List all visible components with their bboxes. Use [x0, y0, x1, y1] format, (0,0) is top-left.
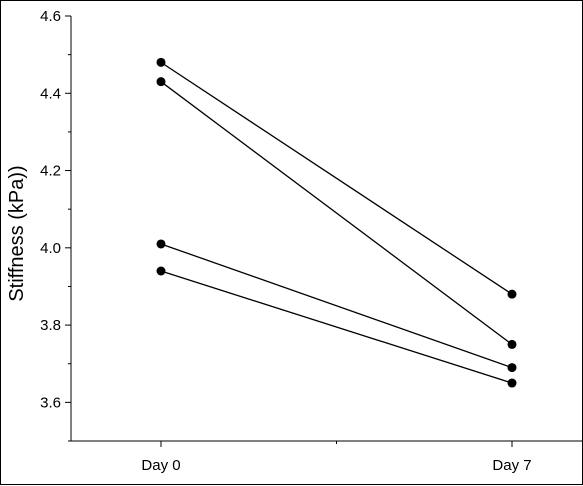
y-axis-title: Stiffness (kPa)) — [6, 165, 28, 301]
y-tick-label: 4.2 — [40, 163, 61, 180]
y-tick-label: 4.0 — [40, 240, 61, 257]
series-group — [156, 266, 517, 388]
y-tick-label: 3.6 — [40, 394, 61, 411]
series-group — [156, 239, 517, 373]
series-line — [160, 61, 513, 295]
data-point — [507, 289, 517, 299]
data-point — [156, 239, 166, 249]
series-group — [156, 57, 517, 299]
data-point — [156, 57, 166, 67]
x-tick-label: Day 7 — [492, 457, 531, 474]
data-point — [156, 77, 166, 87]
data-point — [156, 266, 166, 276]
y-tick-label: 4.4 — [40, 85, 61, 102]
axes — [70, 16, 583, 442]
y-tick-label: 3.8 — [40, 317, 61, 334]
series-group — [156, 77, 517, 349]
series-line — [160, 81, 513, 345]
data-point — [507, 363, 517, 373]
y-tick-label: 4.6 — [40, 8, 61, 25]
data-point — [507, 378, 517, 388]
series-layer — [156, 57, 517, 388]
series-line — [160, 270, 513, 384]
x-axis-ticks: Day 0 Day 7 — [141, 441, 532, 474]
data-point — [507, 339, 517, 349]
y-axis-ticks: 3.6 3.8 4.0 4.2 4.4 4.6 — [40, 8, 71, 442]
x-tick-label: Day 0 — [141, 457, 180, 474]
series-line — [160, 243, 513, 369]
